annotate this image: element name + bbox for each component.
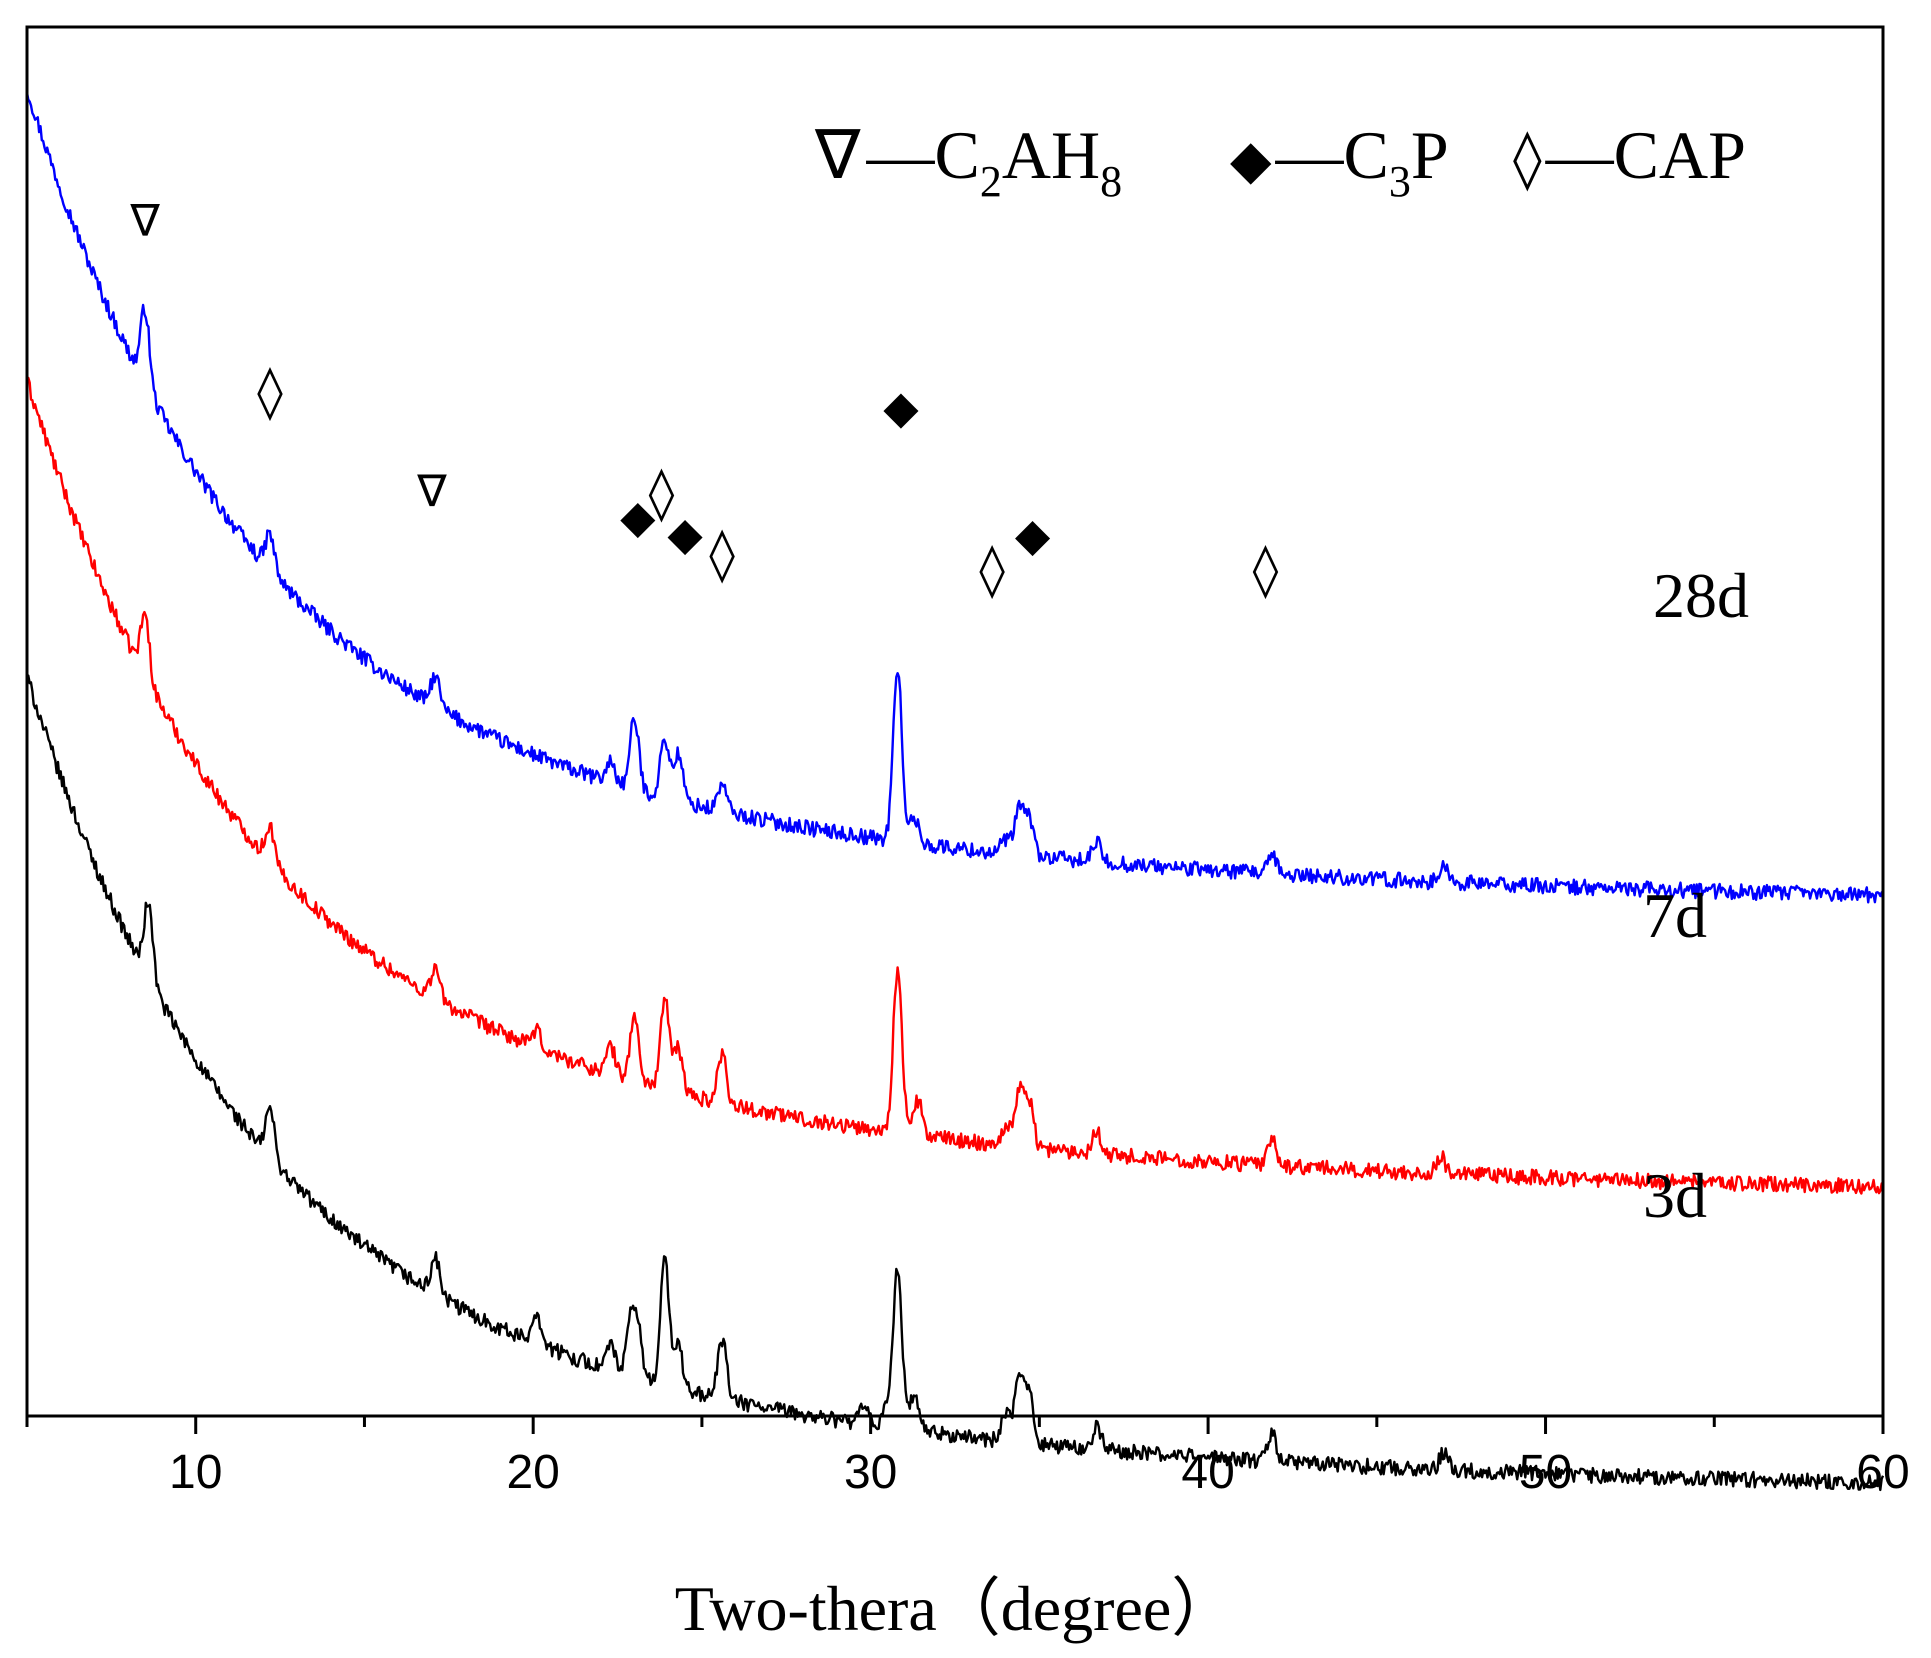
x-axis <box>25 1416 1885 1434</box>
series-line-3d <box>25 674 1885 1492</box>
x-axis-title: Two-thera（degree） <box>675 1573 1236 1644</box>
x-tick-label-10: 10 <box>169 1446 222 1499</box>
x-tick-label-20: 20 <box>506 1446 559 1499</box>
x-tick-labels: 10 20 30 40 50 60 <box>169 1446 1910 1499</box>
legend-symbol-cap: ◊ <box>1513 124 1542 192</box>
x-tick-label-60: 60 <box>1856 1446 1909 1499</box>
annotation-c2ah8-0: ∇ <box>129 195 160 246</box>
annotation-cap-6: ◊ <box>709 524 735 584</box>
legend-item-c2ah8: ∇—C2AH8 <box>814 117 1122 206</box>
legend-symbol-c2ah8: ∇ <box>814 117 861 193</box>
phase-annotations: ∇◊∇ ◆◊◆ ◊◆◊◆◊ <box>129 195 1278 599</box>
annotation-c3p-3: ◆ <box>620 490 656 544</box>
legend-item-c3p: ◆—C3P <box>1230 117 1449 206</box>
series-line-28d <box>25 92 1885 904</box>
x-tick-label-50: 50 <box>1519 1446 1572 1499</box>
annotation-c3p-7: ◆ <box>883 380 919 434</box>
annotation-cap-10: ◊ <box>1253 540 1279 600</box>
annotation-c3p-5: ◆ <box>667 506 703 560</box>
annotation-c2ah8-2: ∇ <box>416 466 447 517</box>
series-label-28d: 28d <box>1653 560 1749 631</box>
annotation-cap-4: ◊ <box>649 463 675 523</box>
annotation-c3p-9: ◆ <box>1015 508 1051 562</box>
annotation-cap-8: ◊ <box>979 540 1005 600</box>
x-tick-label-40: 40 <box>1181 1446 1234 1499</box>
plot-frame <box>25 25 1885 1418</box>
series-label-3d: 3d <box>1643 1160 1707 1231</box>
series-label-7d: 7d <box>1643 880 1707 951</box>
annotation-cap-1: ◊ <box>257 362 283 422</box>
series-layer <box>25 92 1885 1492</box>
legend-item-cap: ◊—CAP <box>1513 117 1746 193</box>
legend: ∇—C2AH8 ◆—C3P ◊—CAP <box>814 117 1746 206</box>
series-line-7d <box>25 376 1885 1195</box>
legend-symbol-c3p: ◆ <box>1230 128 1272 191</box>
x-tick-label-30: 30 <box>844 1446 897 1499</box>
